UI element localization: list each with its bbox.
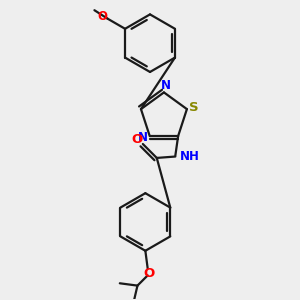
Text: O: O — [98, 10, 108, 23]
Text: NH: NH — [180, 150, 200, 163]
Text: N: N — [138, 131, 148, 145]
Text: S: S — [189, 101, 198, 114]
Text: O: O — [132, 133, 143, 146]
Text: N: N — [161, 80, 171, 92]
Text: O: O — [143, 267, 154, 280]
